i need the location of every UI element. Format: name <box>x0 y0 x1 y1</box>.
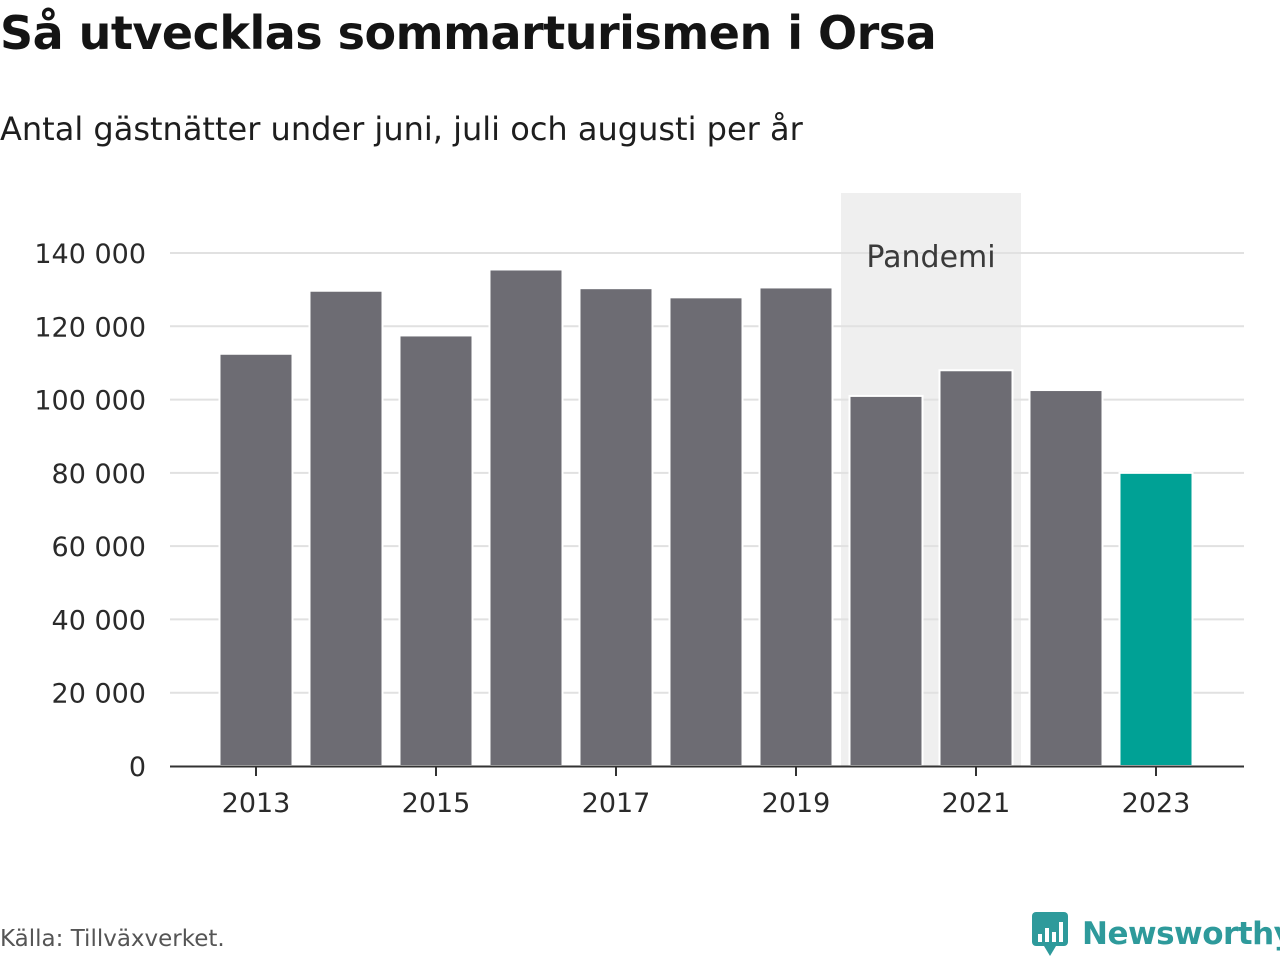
y-tick-label: 0 <box>129 752 146 783</box>
bar-2021 <box>938 369 1014 767</box>
y-tick-label: 40 000 <box>52 605 146 636</box>
source-note: Källa: Tillväxverket. <box>0 926 225 952</box>
y-tick-label: 60 000 <box>52 532 146 563</box>
x-tick-label: 2019 <box>762 788 831 819</box>
bar-2015 <box>398 334 474 767</box>
brand-name: Newsworthy <box>1082 916 1280 952</box>
bar-2013 <box>218 352 294 767</box>
chart-subtitle: Antal gästnätter under juni, juli och au… <box>0 110 803 148</box>
bar-2023 <box>1118 471 1194 767</box>
bar-2014 <box>308 289 384 767</box>
brand-logo: Newsworthy <box>1030 908 1280 960</box>
y-tick-label: 100 000 <box>34 386 146 417</box>
x-tick-label: 2015 <box>402 788 471 819</box>
y-tick-label: 120 000 <box>34 312 146 343</box>
x-tick-label: 2023 <box>1122 788 1191 819</box>
y-tick-label: 20 000 <box>52 679 146 710</box>
x-tick-label: 2017 <box>582 788 651 819</box>
bar-2022 <box>1028 389 1104 767</box>
bar-2019 <box>758 286 834 767</box>
annotation-label-pandemic: Pandemi <box>866 240 995 275</box>
newsworthy-chart-bubble-icon <box>1032 912 1068 956</box>
bar-2018 <box>668 296 744 767</box>
bar-2017 <box>578 287 654 767</box>
x-tick-label: 2021 <box>942 788 1011 819</box>
y-tick-label: 80 000 <box>52 459 146 490</box>
bar-2020 <box>848 394 924 767</box>
bar-2016 <box>488 268 564 767</box>
chart-title: Så utvecklas sommarturismen i Orsa <box>0 6 937 60</box>
y-tick-label: 140 000 <box>34 239 146 270</box>
x-tick-label: 2013 <box>222 788 291 819</box>
